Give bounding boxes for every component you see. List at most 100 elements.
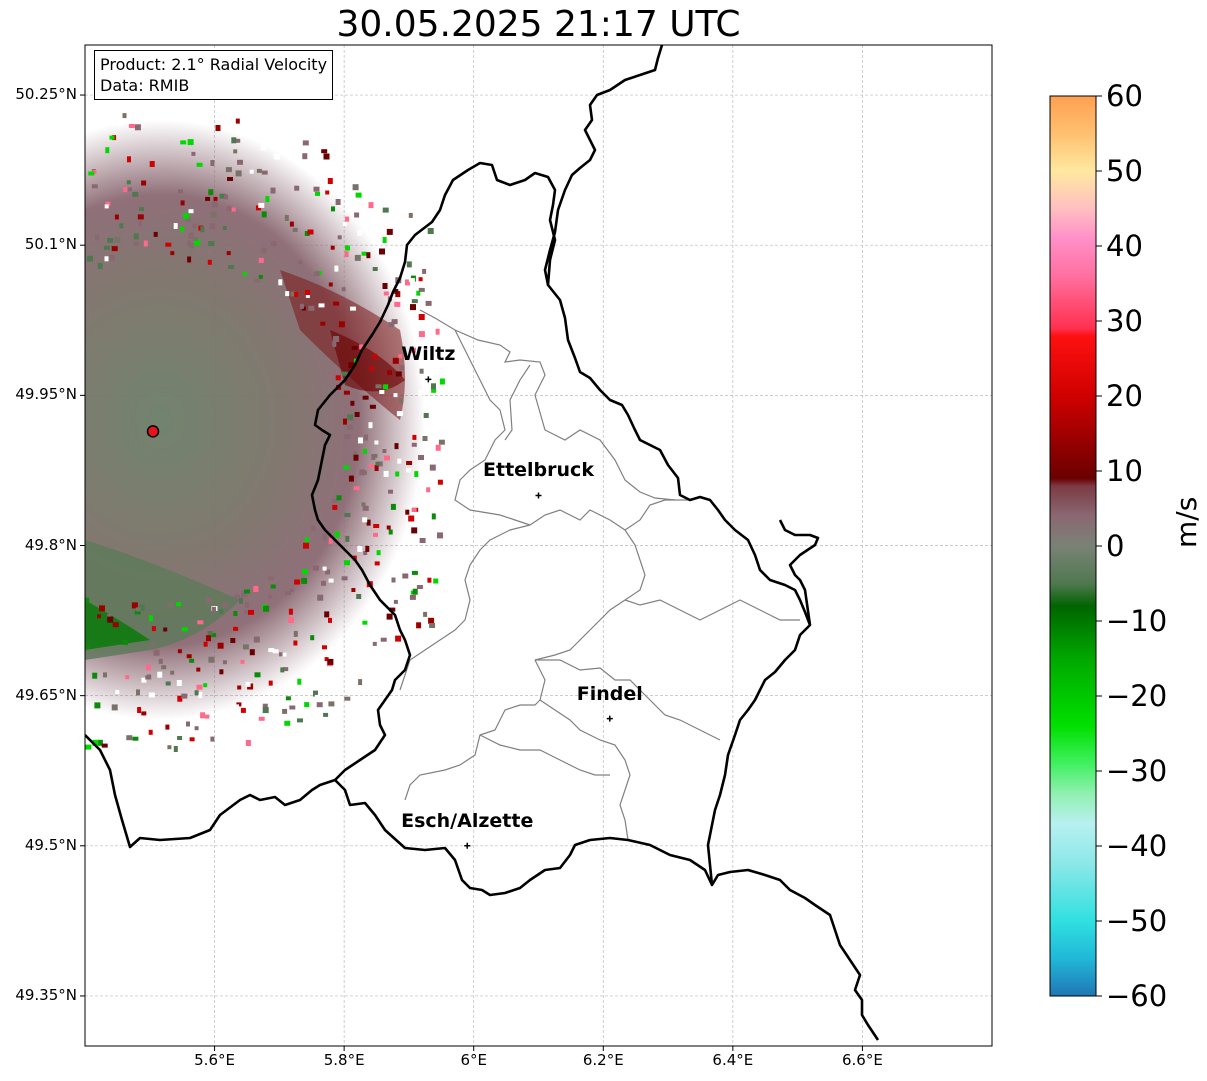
echo-pixel xyxy=(359,344,364,350)
echo-pixel xyxy=(192,223,197,229)
echo-pixel xyxy=(165,242,172,247)
lon-tick-label: 6.4°E xyxy=(712,1051,754,1069)
radar-echo-field xyxy=(85,120,425,720)
echo-pixel xyxy=(372,267,378,271)
echo-pixel xyxy=(240,707,246,713)
echo-pixel xyxy=(167,745,172,750)
echo-pixel xyxy=(362,470,367,475)
echo-pixel xyxy=(341,576,348,581)
echo-pixel xyxy=(253,586,259,592)
echo-pixel xyxy=(198,692,203,698)
echo-pixel xyxy=(300,303,304,309)
echo-pixel xyxy=(185,216,191,222)
echo-pixel xyxy=(258,257,264,263)
echo-pixel xyxy=(87,255,93,262)
echo-pixel xyxy=(391,577,396,583)
echo-pixel xyxy=(410,304,416,311)
echo-pixel xyxy=(369,404,376,409)
echo-pixel xyxy=(426,487,431,493)
echo-pixel xyxy=(230,638,236,643)
echo-pixel xyxy=(383,291,389,296)
echo-pixel xyxy=(292,227,298,232)
colorbar-tick-label: −40 xyxy=(1106,829,1168,863)
echo-pixel xyxy=(92,672,98,679)
echo-pixel xyxy=(165,724,170,730)
echo-pixel xyxy=(294,579,301,585)
echo-pixel xyxy=(358,437,363,444)
echo-pixel xyxy=(136,689,140,696)
echo-pixel xyxy=(433,578,439,584)
city-label: Findel xyxy=(576,682,643,705)
echo-pixel xyxy=(107,237,114,243)
echo-pixel xyxy=(393,599,398,604)
city-marker xyxy=(606,715,613,722)
echo-pixel xyxy=(196,162,203,167)
echo-pixel xyxy=(165,681,171,686)
colorbar-tick-label: −20 xyxy=(1106,679,1168,713)
echo-pixel xyxy=(104,256,109,262)
echo-pixel xyxy=(343,418,347,425)
echo-pixel xyxy=(206,635,211,642)
echo-pixel xyxy=(350,306,356,311)
echo-pixel xyxy=(177,649,182,654)
echo-pixel xyxy=(363,434,368,441)
echo-pixel xyxy=(122,113,127,119)
echo-pixel xyxy=(419,368,424,374)
echo-pixel xyxy=(327,178,333,184)
echo-pixel xyxy=(317,594,324,601)
echo-pixel xyxy=(373,585,380,590)
echo-pixel xyxy=(105,201,111,206)
echo-pixel xyxy=(285,591,291,596)
echo-pixel xyxy=(325,569,331,575)
echo-pixel xyxy=(258,202,265,208)
echo-pixel xyxy=(336,495,342,501)
echo-pixel xyxy=(426,407,433,412)
echo-pixel xyxy=(249,710,255,717)
echo-pixel xyxy=(219,669,224,675)
echo-pixel xyxy=(354,412,360,417)
echo-pixel xyxy=(423,611,428,617)
echo-pixel xyxy=(239,597,243,604)
echo-pixel xyxy=(289,705,296,710)
data-source-label: Data: RMIB xyxy=(100,76,190,95)
echo-pixel xyxy=(138,604,145,611)
echo-pixel xyxy=(344,696,351,701)
echo-pixel xyxy=(427,228,434,234)
echo-pixel xyxy=(362,517,368,523)
echo-pixel xyxy=(290,291,296,297)
canton-borders xyxy=(399,309,800,841)
echo-pixel xyxy=(241,591,248,598)
echo-pixel xyxy=(233,626,239,631)
echo-pixel xyxy=(192,236,199,241)
echo-pixel xyxy=(372,453,378,458)
echo-pixel xyxy=(359,469,366,476)
echo-pixel xyxy=(207,259,212,265)
echo-pixel xyxy=(331,499,338,503)
echo-pixel xyxy=(234,138,241,143)
echo-pixel xyxy=(328,282,333,287)
echo-pixel xyxy=(366,519,371,526)
echo-pixel xyxy=(425,534,431,539)
echo-pixel xyxy=(243,610,250,615)
echo-pixel xyxy=(91,184,98,189)
echo-pixel xyxy=(141,180,147,186)
echo-pixel xyxy=(173,223,178,229)
echo-pixel xyxy=(263,605,270,612)
echo-pixel xyxy=(437,479,443,485)
echo-pixel xyxy=(132,191,139,197)
lat-tick-label: 49.95°N xyxy=(15,385,77,404)
echo-pixel xyxy=(322,645,327,650)
echo-pixel xyxy=(119,223,124,229)
echo-pixel xyxy=(293,640,298,646)
echo-pixel xyxy=(310,525,316,531)
echo-pixel xyxy=(297,678,302,685)
echo-pixel xyxy=(242,644,249,650)
echo-pixel xyxy=(388,322,395,328)
echo-pixel xyxy=(328,578,334,583)
echo-pixel xyxy=(103,245,110,250)
echo-pixel xyxy=(219,608,224,614)
lat-tick-label: 49.35°N xyxy=(15,985,77,1004)
country-borders xyxy=(85,45,880,1041)
echo-pixel xyxy=(361,502,366,507)
